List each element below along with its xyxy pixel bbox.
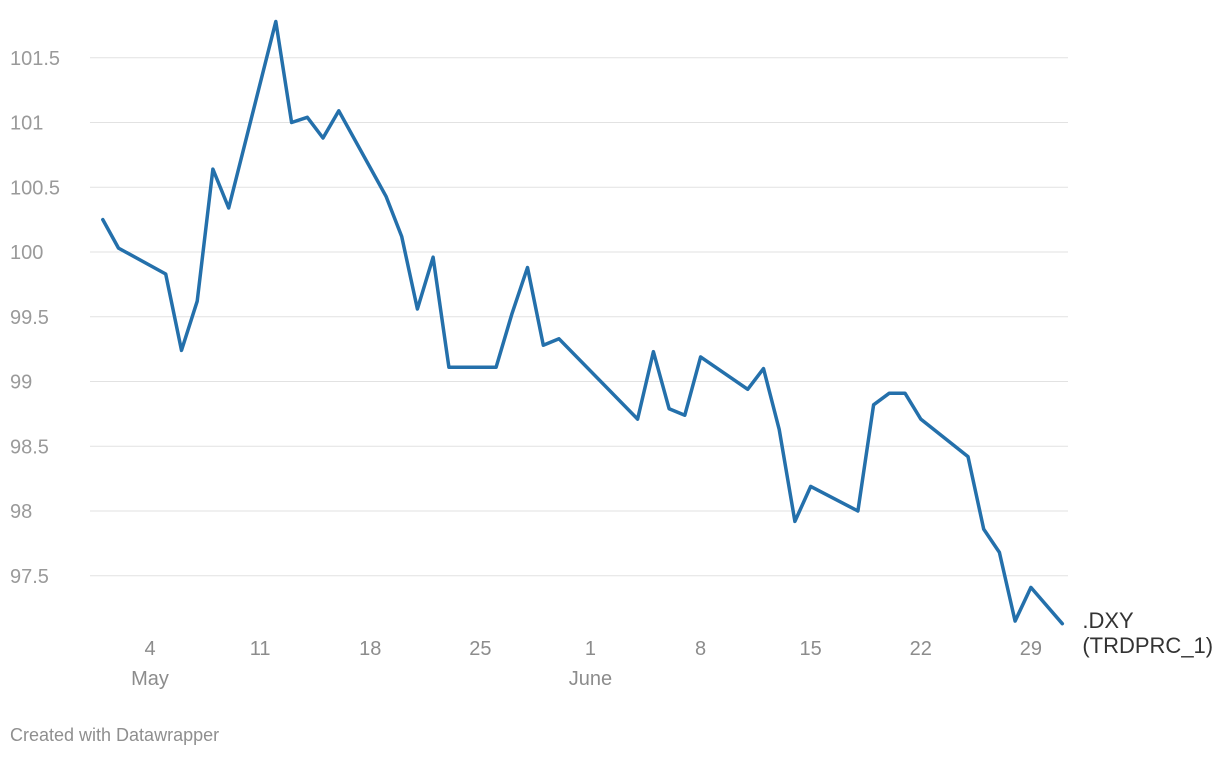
y-tick-label: 100.5	[10, 177, 60, 199]
x-tick-label: 8	[695, 638, 706, 660]
y-tick-label: 101.5	[10, 48, 60, 70]
x-tick-label: 25	[469, 638, 491, 660]
y-tick-label: 99	[10, 372, 32, 394]
y-tick-label: 101	[10, 113, 43, 135]
x-tick-label: 18	[359, 638, 381, 660]
x-tick-label: 22	[910, 638, 932, 660]
series-label: .DXY	[1082, 608, 1134, 633]
x-month-label: May	[131, 668, 169, 690]
gridlines	[90, 57, 1068, 577]
x-tick-label: 29	[1020, 638, 1042, 660]
x-tick-label: 4	[144, 638, 155, 660]
y-tick-label: 97.5	[10, 566, 49, 588]
series-labels: .DXY(TRDPRC_1)	[1082, 608, 1213, 658]
x-axis-ticks: 4 May 11 18 25 1 June 8 15 22 29	[131, 638, 1042, 690]
series-label: (TRDPRC_1)	[1082, 633, 1213, 658]
y-tick-label: 98.5	[10, 436, 49, 458]
series-line	[101, 19, 1065, 626]
footer-credit: Created with Datawrapper	[10, 725, 220, 745]
y-tick-label: 98	[10, 501, 32, 523]
x-tick-label: 11	[250, 638, 271, 660]
x-month-label: June	[569, 668, 612, 690]
y-tick-label: 100	[10, 242, 43, 264]
y-axis-ticks: 97.5 98 98.5 99 99.5 100 100.5 101 101.5	[10, 48, 60, 588]
x-tick-label: 15	[800, 638, 822, 660]
series-lines	[101, 19, 1065, 626]
y-tick-label: 99.5	[10, 307, 49, 329]
x-tick-label: 1	[585, 638, 596, 660]
